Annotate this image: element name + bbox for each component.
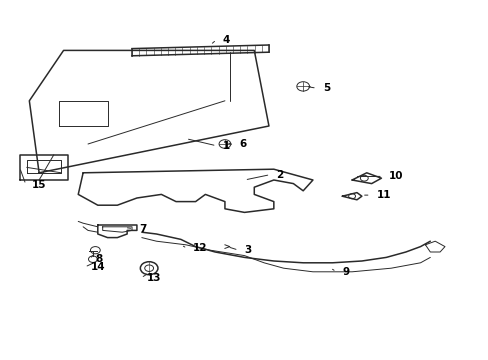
Text: 5: 5 <box>322 83 329 93</box>
Text: 7: 7 <box>139 224 146 234</box>
Text: 14: 14 <box>90 262 105 272</box>
Text: 15: 15 <box>32 180 46 190</box>
Text: 1: 1 <box>222 141 229 151</box>
Text: 6: 6 <box>239 139 246 149</box>
Text: 12: 12 <box>193 243 207 253</box>
Text: 10: 10 <box>388 171 403 181</box>
Text: 8: 8 <box>95 254 102 264</box>
Text: 13: 13 <box>146 273 161 283</box>
Text: 3: 3 <box>244 245 251 255</box>
Text: 4: 4 <box>222 35 229 45</box>
Text: 11: 11 <box>376 190 390 200</box>
Text: 9: 9 <box>342 267 349 277</box>
Text: 2: 2 <box>276 170 283 180</box>
